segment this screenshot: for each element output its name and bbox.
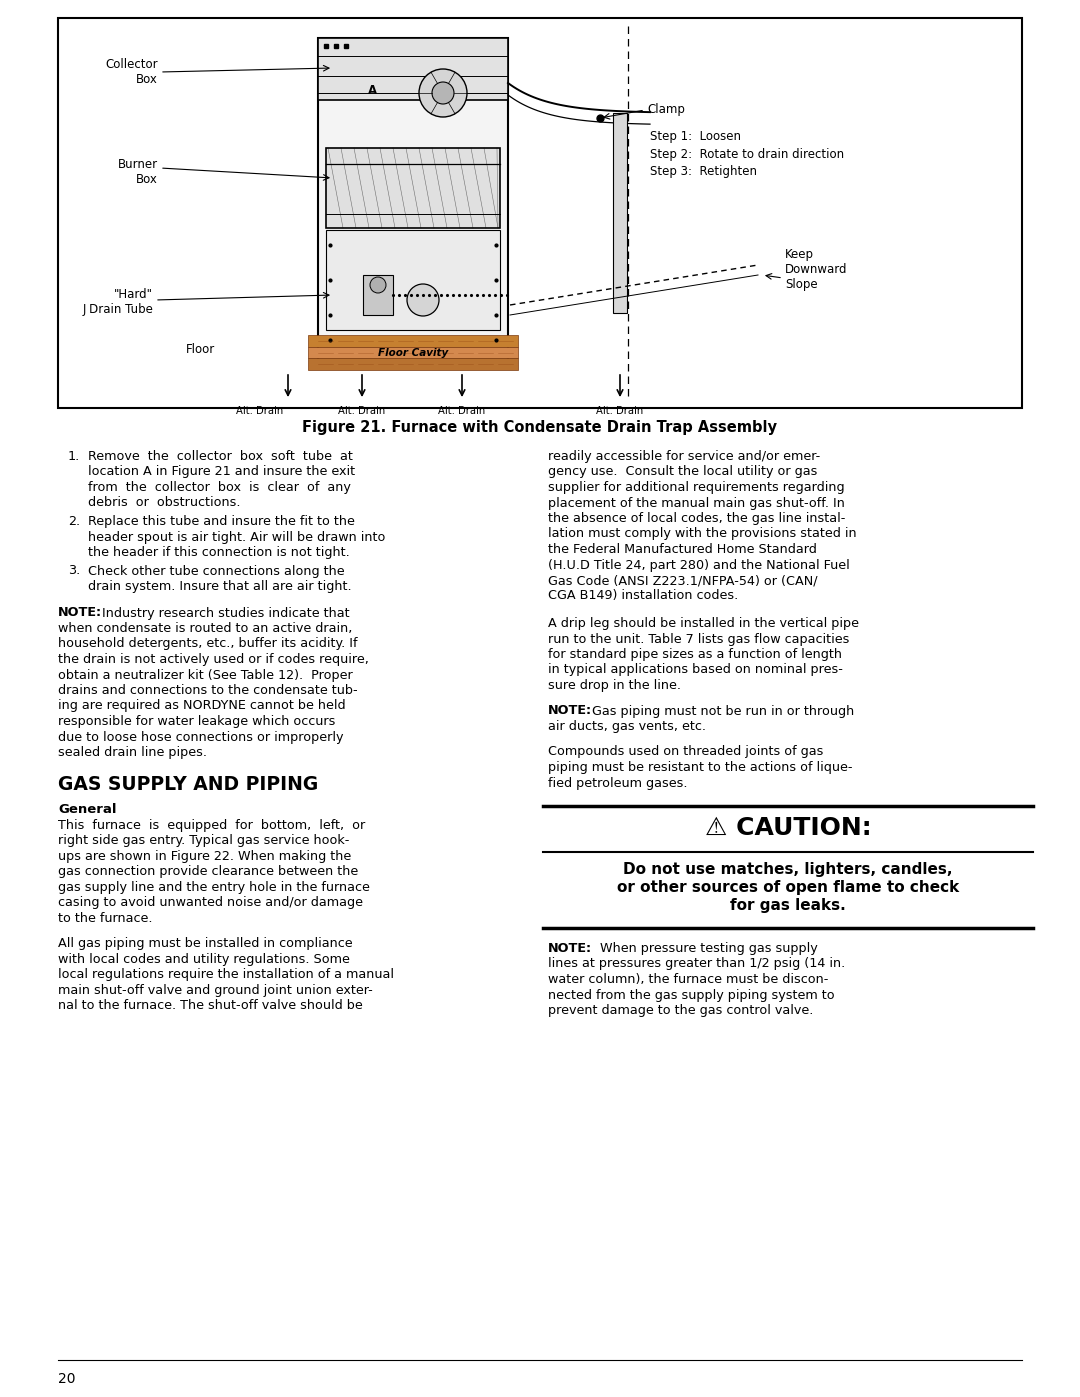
Text: obtain a neutralizer kit (See Table 12).  Proper: obtain a neutralizer kit (See Table 12).…: [58, 669, 353, 682]
Text: air ducts, gas vents, etc.: air ducts, gas vents, etc.: [548, 719, 706, 733]
Text: 2.: 2.: [68, 515, 80, 528]
Text: NOTE:: NOTE:: [548, 704, 592, 718]
Text: gency use.  Consult the local utility or gas: gency use. Consult the local utility or …: [548, 465, 818, 479]
Text: Alt. Drain: Alt. Drain: [338, 407, 386, 416]
Circle shape: [419, 68, 467, 117]
Text: Do not use matches, lighters, candles,: Do not use matches, lighters, candles,: [623, 862, 953, 877]
Text: when condensate is routed to an active drain,: when condensate is routed to an active d…: [58, 622, 352, 636]
Text: Alt. Drain: Alt. Drain: [596, 407, 644, 416]
Text: header spout is air tight. Air will be drawn into: header spout is air tight. Air will be d…: [87, 531, 386, 543]
Text: NOTE:: NOTE:: [58, 606, 103, 619]
Text: fied petroleum gases.: fied petroleum gases.: [548, 777, 688, 789]
Text: responsible for water leakage which occurs: responsible for water leakage which occu…: [58, 715, 336, 728]
Text: GAS SUPPLY AND PIPING: GAS SUPPLY AND PIPING: [58, 775, 319, 795]
Bar: [308, 359, 518, 370]
Bar: [363, 275, 393, 314]
Text: with local codes and utility regulations. Some: with local codes and utility regulations…: [58, 953, 350, 965]
Text: nal to the furnace. The shut-off valve should be: nal to the furnace. The shut-off valve s…: [58, 999, 363, 1011]
Text: 20: 20: [58, 1372, 76, 1386]
Text: ups are shown in Figure 22. When making the: ups are shown in Figure 22. When making …: [58, 849, 351, 862]
Text: casing to avoid unwanted noise and/or damage: casing to avoid unwanted noise and/or da…: [58, 895, 363, 909]
Text: the drain is not actively used or if codes require,: the drain is not actively used or if cod…: [58, 652, 369, 666]
Text: ⚠ CAUTION:: ⚠ CAUTION:: [704, 816, 872, 840]
Text: readily accessible for service and/or emer-: readily accessible for service and/or em…: [548, 450, 820, 462]
Bar: [308, 335, 518, 346]
Text: ing are required as NORDYNE cannot be held: ing are required as NORDYNE cannot be he…: [58, 700, 346, 712]
Bar: [318, 38, 508, 101]
Text: location A in Figure 21 and insure the exit: location A in Figure 21 and insure the e…: [87, 465, 355, 479]
Text: lines at pressures greater than 1/2 psig (14 in.: lines at pressures greater than 1/2 psig…: [548, 957, 846, 971]
Text: for standard pipe sizes as a function of length: for standard pipe sizes as a function of…: [548, 648, 842, 661]
Text: for gas leaks.: for gas leaks.: [730, 898, 846, 914]
Text: piping must be resistant to the actions of lique-: piping must be resistant to the actions …: [548, 761, 852, 774]
Text: due to loose hose connections or improperly: due to loose hose connections or imprope…: [58, 731, 343, 743]
Bar: [326, 231, 500, 330]
Text: 3.: 3.: [68, 564, 80, 577]
Text: Check other tube connections along the: Check other tube connections along the: [87, 564, 345, 577]
Text: Step 1:  Loosen: Step 1: Loosen: [650, 130, 741, 142]
Text: A: A: [368, 84, 378, 96]
Text: gas supply line and the entry hole in the furnace: gas supply line and the entry hole in th…: [58, 880, 369, 894]
Text: lation must comply with the provisions stated in: lation must comply with the provisions s…: [548, 528, 856, 541]
Text: Step 3:  Retighten: Step 3: Retighten: [650, 165, 757, 177]
Text: Clamp: Clamp: [647, 103, 685, 116]
Text: nected from the gas supply piping system to: nected from the gas supply piping system…: [548, 989, 835, 1002]
Text: in typical applications based on nominal pres-: in typical applications based on nominal…: [548, 664, 842, 676]
Bar: [326, 148, 500, 228]
Text: CGA B149) installation codes.: CGA B149) installation codes.: [548, 590, 739, 602]
Text: Industry research studies indicate that: Industry research studies indicate that: [98, 606, 350, 619]
Text: from  the  collector  box  is  clear  of  any: from the collector box is clear of any: [87, 481, 351, 495]
Text: All gas piping must be installed in compliance: All gas piping must be installed in comp…: [58, 937, 353, 950]
Bar: [613, 113, 627, 313]
Text: gas connection provide clearance between the: gas connection provide clearance between…: [58, 865, 359, 879]
Text: debris  or  obstructions.: debris or obstructions.: [87, 496, 241, 510]
Bar: [318, 38, 508, 360]
Bar: [58, 18, 1022, 408]
Text: "Hard"
J Drain Tube: "Hard" J Drain Tube: [82, 288, 153, 316]
Text: General: General: [58, 803, 117, 816]
Text: Alt. Drain: Alt. Drain: [235, 407, 283, 416]
Text: household detergents, etc., buffer its acidity. If: household detergents, etc., buffer its a…: [58, 637, 357, 651]
Text: the header if this connection is not tight.: the header if this connection is not tig…: [87, 546, 350, 559]
Text: Floor Cavity: Floor Cavity: [378, 348, 448, 358]
Text: Compounds used on threaded joints of gas: Compounds used on threaded joints of gas: [548, 746, 823, 759]
Text: prevent damage to the gas control valve.: prevent damage to the gas control valve.: [548, 1004, 813, 1017]
Text: the Federal Manufactured Home Standard: the Federal Manufactured Home Standard: [548, 543, 816, 556]
Text: drain system. Insure that all are air tight.: drain system. Insure that all are air ti…: [87, 580, 352, 592]
Text: Keep
Downward
Slope: Keep Downward Slope: [785, 249, 848, 291]
Text: Gas Code (ANSI Z223.1/NFPA-54) or (CAN/: Gas Code (ANSI Z223.1/NFPA-54) or (CAN/: [548, 574, 818, 587]
Text: (H.U.D Title 24, part 280) and the National Fuel: (H.U.D Title 24, part 280) and the Natio…: [548, 559, 850, 571]
Text: supplier for additional requirements regarding: supplier for additional requirements reg…: [548, 481, 845, 495]
Text: Figure 21. Furnace with Condensate Drain Trap Assembly: Figure 21. Furnace with Condensate Drain…: [302, 420, 778, 434]
Text: This  furnace  is  equipped  for  bottom,  left,  or: This furnace is equipped for bottom, lef…: [58, 819, 365, 831]
Text: local regulations require the installation of a manual: local regulations require the installati…: [58, 968, 394, 981]
Text: right side gas entry. Typical gas service hook-: right side gas entry. Typical gas servic…: [58, 834, 349, 847]
Text: placement of the manual main gas shut-off. In: placement of the manual main gas shut-of…: [548, 496, 845, 510]
Text: A drip leg should be installed in the vertical pipe: A drip leg should be installed in the ve…: [548, 617, 859, 630]
Text: run to the unit. Table 7 lists gas flow capacities: run to the unit. Table 7 lists gas flow …: [548, 633, 849, 645]
Circle shape: [370, 277, 386, 293]
Text: drains and connections to the condensate tub-: drains and connections to the condensate…: [58, 685, 357, 697]
Text: main shut-off valve and ground joint union exter-: main shut-off valve and ground joint uni…: [58, 983, 373, 996]
Text: Floor: Floor: [186, 344, 215, 356]
Text: sealed drain line pipes.: sealed drain line pipes.: [58, 746, 207, 759]
Circle shape: [407, 284, 438, 316]
Text: Gas piping must not be run in or through: Gas piping must not be run in or through: [588, 704, 854, 718]
Text: sure drop in the line.: sure drop in the line.: [548, 679, 681, 692]
Text: Alt. Drain: Alt. Drain: [438, 407, 486, 416]
Text: Step 2:  Rotate to drain direction: Step 2: Rotate to drain direction: [650, 148, 845, 161]
Bar: [308, 346, 518, 359]
Text: water column), the furnace must be discon-: water column), the furnace must be disco…: [548, 972, 828, 986]
Circle shape: [432, 82, 454, 103]
Text: Remove  the  collector  box  soft  tube  at: Remove the collector box soft tube at: [87, 450, 353, 462]
Text: NOTE:: NOTE:: [548, 942, 592, 956]
Text: or other sources of open flame to check: or other sources of open flame to check: [617, 880, 959, 895]
Text: Replace this tube and insure the fit to the: Replace this tube and insure the fit to …: [87, 515, 355, 528]
Text: the absence of local codes, the gas line instal-: the absence of local codes, the gas line…: [548, 511, 846, 525]
Text: Burner
Box: Burner Box: [118, 158, 158, 186]
Text: 1.: 1.: [68, 450, 80, 462]
Text: to the furnace.: to the furnace.: [58, 912, 152, 925]
Text: When pressure testing gas supply: When pressure testing gas supply: [588, 942, 818, 956]
Text: Collector
Box: Collector Box: [106, 59, 158, 87]
